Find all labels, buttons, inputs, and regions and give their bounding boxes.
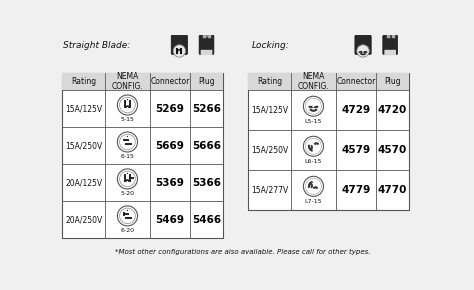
- FancyBboxPatch shape: [383, 35, 398, 55]
- Text: Connector: Connector: [337, 77, 376, 86]
- Text: 4779: 4779: [341, 185, 371, 195]
- Bar: [63, 73, 223, 90]
- Text: 5469: 5469: [155, 215, 184, 224]
- FancyBboxPatch shape: [201, 50, 212, 55]
- Text: 4770: 4770: [378, 185, 407, 195]
- FancyBboxPatch shape: [355, 35, 371, 55]
- Circle shape: [127, 136, 128, 137]
- Text: 5466: 5466: [192, 215, 221, 224]
- Circle shape: [118, 95, 137, 115]
- Text: Connector: Connector: [150, 77, 190, 86]
- Circle shape: [357, 45, 369, 57]
- Text: 5266: 5266: [192, 104, 221, 114]
- FancyBboxPatch shape: [199, 35, 214, 55]
- Circle shape: [118, 132, 137, 152]
- Text: L7-15: L7-15: [305, 199, 322, 204]
- FancyBboxPatch shape: [384, 50, 396, 55]
- Text: 5-15: 5-15: [120, 117, 135, 122]
- Text: NEMA
CONFIG.: NEMA CONFIG.: [111, 72, 143, 91]
- Bar: [63, 73, 223, 238]
- Circle shape: [127, 99, 128, 100]
- Circle shape: [118, 169, 137, 189]
- Circle shape: [303, 176, 324, 196]
- Text: 4579: 4579: [341, 145, 371, 155]
- Text: 5366: 5366: [192, 178, 221, 188]
- Text: 20A/250V: 20A/250V: [65, 215, 102, 224]
- Text: 5-20: 5-20: [120, 191, 135, 196]
- Bar: [248, 73, 409, 90]
- Bar: [248, 73, 409, 210]
- Text: *Most other configurations are also available. Please call for other types.: *Most other configurations are also avai…: [115, 249, 371, 255]
- Text: 15A/277V: 15A/277V: [251, 186, 288, 195]
- Text: 5369: 5369: [155, 178, 184, 188]
- Text: Rating: Rating: [71, 77, 96, 86]
- Text: Plug: Plug: [198, 77, 215, 86]
- Text: 4729: 4729: [341, 105, 371, 115]
- Text: Straight Blade:: Straight Blade:: [63, 41, 130, 50]
- Text: 15A/250V: 15A/250V: [65, 141, 102, 150]
- Text: 15A/125V: 15A/125V: [251, 106, 288, 115]
- Text: L6-15: L6-15: [305, 159, 322, 164]
- Circle shape: [127, 210, 128, 211]
- Text: 4570: 4570: [378, 145, 407, 155]
- Text: 15A/125V: 15A/125V: [65, 104, 102, 113]
- Text: 6-20: 6-20: [120, 228, 135, 233]
- Text: NEMA
CONFIG.: NEMA CONFIG.: [298, 72, 329, 91]
- Circle shape: [303, 136, 324, 156]
- FancyBboxPatch shape: [171, 35, 188, 55]
- Text: 5669: 5669: [155, 141, 184, 151]
- Circle shape: [173, 45, 186, 57]
- Text: Locking:: Locking:: [251, 41, 289, 50]
- Text: 5269: 5269: [155, 104, 184, 114]
- Text: 20A/125V: 20A/125V: [65, 178, 102, 187]
- Text: 15A/250V: 15A/250V: [251, 146, 288, 155]
- Text: 6-15: 6-15: [120, 154, 135, 159]
- Text: Plug: Plug: [384, 77, 401, 86]
- Text: 5666: 5666: [192, 141, 221, 151]
- Text: L5-15: L5-15: [305, 119, 322, 124]
- Circle shape: [127, 173, 128, 174]
- Text: Rating: Rating: [257, 77, 282, 86]
- Text: 4720: 4720: [378, 105, 407, 115]
- Circle shape: [118, 206, 137, 226]
- Circle shape: [303, 96, 324, 116]
